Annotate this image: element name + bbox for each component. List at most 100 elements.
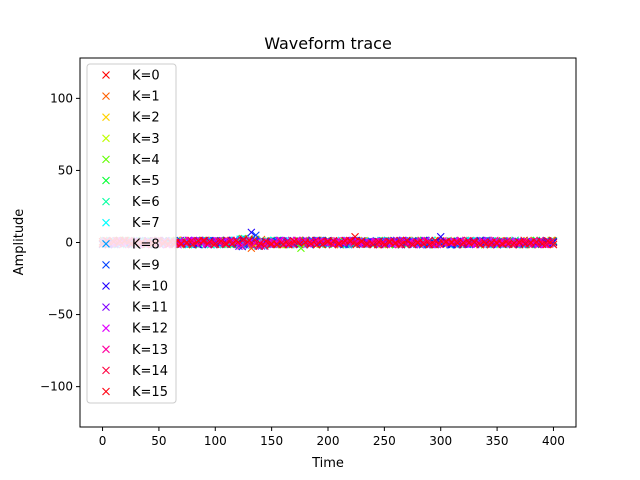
legend-label: K=1 (132, 90, 160, 105)
data-point-k15 (459, 238, 468, 247)
data-point-k15 (233, 238, 242, 247)
data-point-k14 (244, 238, 252, 247)
data-point-k15 (256, 239, 265, 248)
data-point-k14 (390, 239, 399, 248)
legend-marker (102, 92, 110, 100)
x-tick-label: 50 (151, 434, 166, 448)
legend-marker (102, 113, 110, 122)
legend-marker (102, 324, 110, 333)
data-point-k15 (408, 240, 417, 249)
data-point-k15 (279, 240, 287, 249)
data-point-k15 (532, 238, 541, 246)
data-point-k9 (251, 231, 260, 240)
x-tick-label: 400 (542, 434, 565, 448)
data-point-k15 (403, 236, 411, 245)
legend-marker (102, 366, 110, 375)
legend-marker (102, 387, 110, 396)
legend-marker (102, 71, 110, 79)
x-tick-label: 350 (486, 434, 509, 448)
data-point-k14 (356, 237, 365, 246)
data-point-k15 (205, 237, 214, 246)
y-axis-label: Amplitude (12, 209, 27, 276)
data-point-k14 (480, 238, 489, 246)
data-point-k15 (374, 237, 383, 246)
data-point-k15 (318, 240, 327, 249)
legend-label: K=4 (132, 153, 160, 168)
legend-label: K=13 (132, 343, 168, 358)
legend-marker (102, 282, 110, 290)
legend-label: K=5 (132, 174, 160, 189)
chart-title: Waveform trace (264, 34, 392, 53)
data-point-k15 (250, 235, 259, 244)
y-tick-label: 0 (65, 236, 73, 250)
data-point-k15 (262, 237, 270, 246)
data-point-k15 (301, 238, 310, 247)
data-point-k15 (357, 237, 366, 246)
data-point-k15 (470, 238, 479, 247)
legend-marker (102, 155, 110, 164)
data-point-k15 (273, 240, 282, 249)
legend-marker (102, 134, 110, 143)
data-point-k15 (380, 240, 389, 249)
data-point-k15 (217, 237, 225, 245)
data-point-k10 (247, 228, 256, 237)
legend-marker (102, 176, 110, 185)
legend-marker (102, 345, 110, 354)
data-point-k13 (428, 240, 437, 249)
legend-label: K=12 (132, 322, 168, 337)
data-point-k15 (222, 240, 231, 248)
data-point-k15 (369, 240, 377, 249)
data-point-k1 (247, 244, 256, 253)
data-point-k0 (351, 232, 359, 241)
data-point-k15 (211, 239, 220, 248)
x-tick-label: 150 (260, 434, 283, 448)
legend: K=0 K=1 K=2 K=3 K=4 K=5 K=6 K=7 K=8 K=9 K=10 K=11 K=… (86, 63, 177, 404)
data-point-k15 (543, 236, 552, 245)
y-axis-ticks: −100 −50 0 50 100 (40, 91, 80, 394)
y-tick-label: −100 (40, 380, 73, 394)
x-tick-label: 100 (204, 434, 227, 448)
y-tick-label: 50 (58, 163, 73, 177)
data-point-k13 (541, 240, 550, 249)
legend-marker (102, 303, 110, 311)
legend-marker (102, 197, 110, 206)
legend-label: K=0 (132, 69, 160, 84)
data-point-k15 (183, 238, 191, 247)
data-point-k15 (329, 237, 338, 245)
data-point-k15 (549, 240, 558, 249)
data-point-k15 (188, 240, 197, 249)
data-point-k15 (453, 239, 462, 247)
x-axis-ticks: 0 50 100 150 200 250 300 350 400 (99, 427, 565, 448)
data-point-k15 (335, 239, 344, 248)
legend-label: K=10 (132, 280, 168, 295)
legend-marker (102, 239, 110, 248)
data-point-k15 (228, 240, 237, 248)
x-tick-label: 200 (317, 434, 340, 448)
legend-label: K=15 (132, 385, 168, 400)
data-point-k15 (425, 240, 434, 249)
x-axis-label: Time (311, 456, 344, 471)
legend-label: K=9 (132, 258, 160, 273)
data-point-k14 (384, 238, 393, 246)
legend-label: K=8 (132, 237, 160, 252)
legend-label: K=2 (132, 111, 160, 126)
legend-label: K=14 (132, 364, 168, 379)
x-tick-label: 0 (99, 434, 107, 448)
data-point-k14 (260, 242, 269, 250)
data-point-k15 (397, 240, 406, 249)
data-point-k13 (220, 239, 229, 248)
legend-marker (102, 218, 110, 227)
y-tick-label: 100 (50, 91, 73, 105)
data-point-k12 (270, 240, 278, 249)
legend-label: K=6 (132, 195, 160, 210)
data-point-k15 (391, 239, 400, 248)
legend-label: K=3 (132, 132, 160, 147)
data-point-k15 (290, 237, 299, 246)
x-tick-label: 250 (373, 434, 396, 448)
data-point-k4 (297, 244, 305, 253)
data-point-k15 (312, 240, 321, 249)
legend-label: K=7 (132, 216, 160, 231)
x-tick-label: 300 (429, 434, 452, 448)
data-point-k15 (538, 240, 547, 249)
